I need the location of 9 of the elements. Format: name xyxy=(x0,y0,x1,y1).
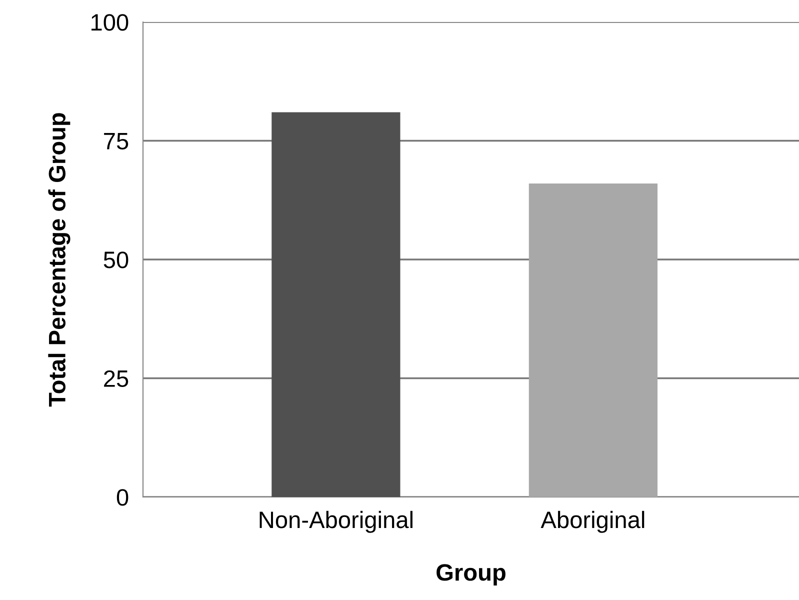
y-tick-label: 75 xyxy=(104,133,128,150)
y-tick-label: 0 xyxy=(116,489,128,506)
y-tick-label: 50 xyxy=(104,252,128,268)
x-tick-label: Non-Aboriginal xyxy=(260,510,412,533)
y-tick-label: 100 xyxy=(92,14,128,31)
x-axis-title: Group xyxy=(436,564,506,586)
y-axis-title: Total Percentage of Group xyxy=(48,113,70,407)
x-tick-label: Aboriginal xyxy=(540,510,644,533)
y-tick-label: 25 xyxy=(104,370,128,388)
